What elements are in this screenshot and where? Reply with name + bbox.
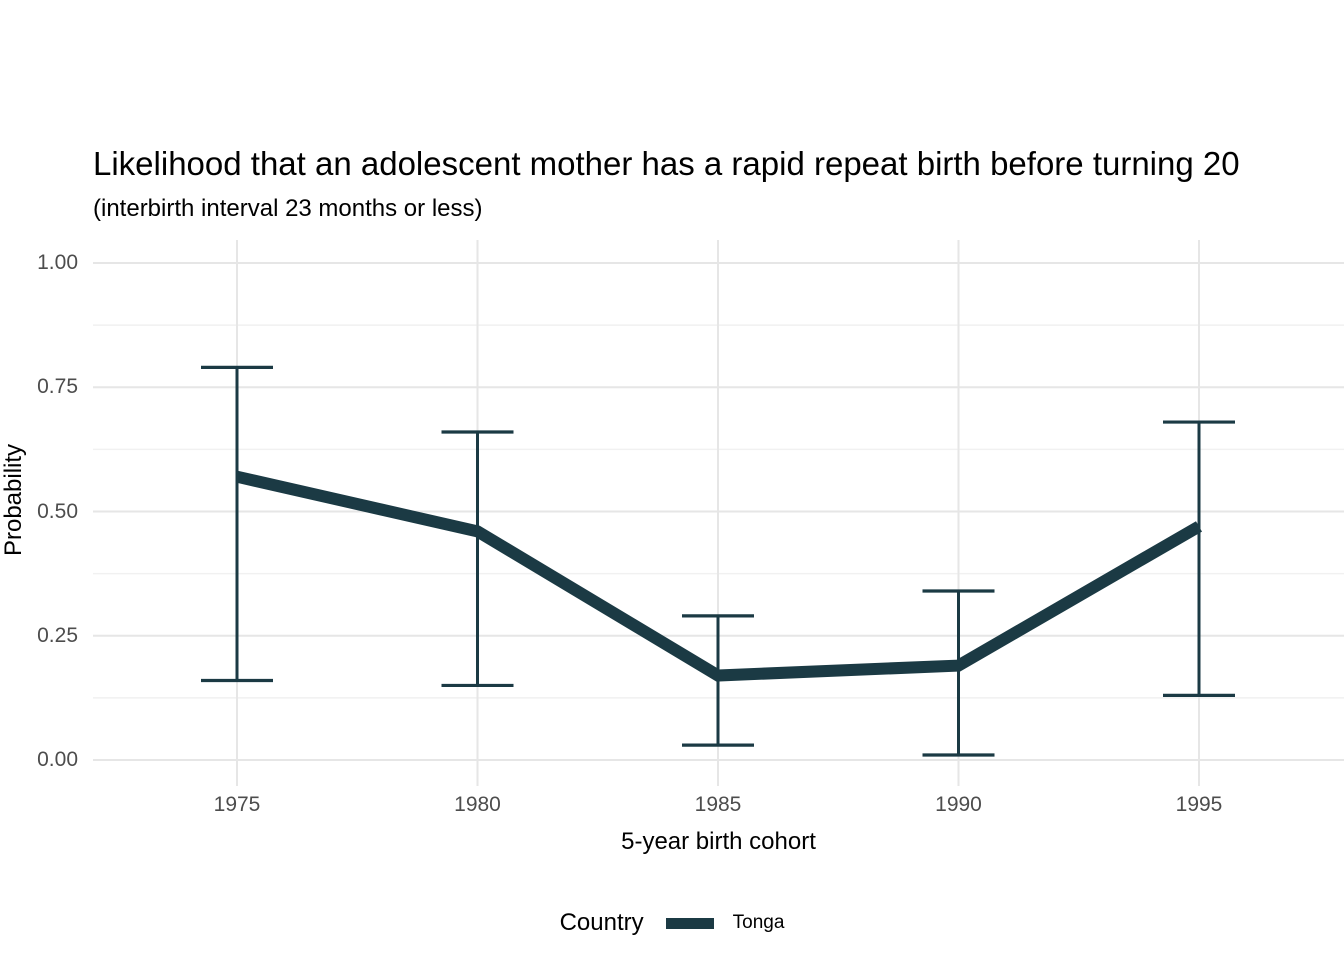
plot-panel xyxy=(93,240,1344,786)
legend-line-swatch xyxy=(665,917,714,929)
x-tick-label: 1980 xyxy=(454,793,501,816)
x-tick-label: 1975 xyxy=(213,793,261,816)
y-tick-label: 0.50 xyxy=(37,499,78,523)
chart-title: Likelihood that an adolescent mother has… xyxy=(93,145,1240,182)
legend-title: Country xyxy=(559,909,644,936)
legend: Country Tonga xyxy=(0,903,1344,943)
legend-entry-tonga: Tonga xyxy=(732,912,785,933)
y-tick-label: 0.25 xyxy=(37,623,78,647)
y-tick-label: 1.00 xyxy=(37,251,78,274)
chart-subtitle: (interbirth interval 23 months or less) xyxy=(93,195,483,222)
y-tick-label: 0.75 xyxy=(37,375,78,399)
x-axis-title: 5-year birth cohort xyxy=(621,828,816,855)
series-line-tonga xyxy=(235,470,1203,682)
x-tick-label: 1985 xyxy=(694,793,742,816)
x-tick-label: 1990 xyxy=(935,793,982,816)
x-tick-label: 1995 xyxy=(1175,793,1223,816)
y-tick-label: 0.00 xyxy=(37,748,78,771)
